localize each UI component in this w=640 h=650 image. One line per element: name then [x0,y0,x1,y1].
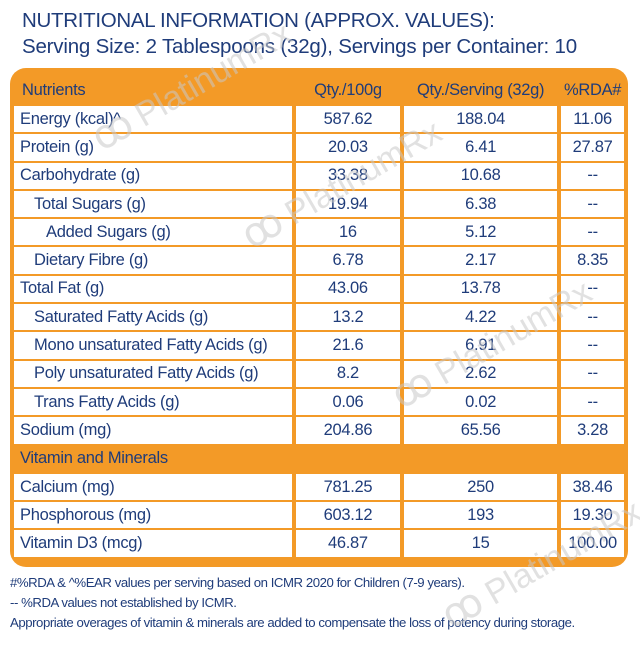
qty-per-100g: 46.87 [295,530,401,557]
rda-percent: -- [561,275,624,303]
nutrient-name: Energy (kcal)^ [14,106,292,133]
qty-per-100g: 19.94 [295,190,401,218]
footnote-rda: #%RDA & ^%EAR values per serving based o… [10,575,465,590]
rda-percent: 19.30 [561,502,624,529]
nutrition-table: Nutrients Qty./100g Qty./Serving (32g) %… [10,74,628,559]
section-empty-cell [404,445,558,472]
qty-per-serving: 250 [404,473,558,501]
nutrient-name: Sodium (mg) [14,417,292,444]
nutrient-name: Dietary Fibre (g) [14,247,292,274]
qty-per-serving: 0.02 [404,388,558,416]
qty-per-100g: 16 [295,219,401,246]
section-title: Vitamin and Minerals [14,445,292,472]
qty-per-serving: 2.62 [404,360,558,387]
table-header-row: Nutrients Qty./100g Qty./Serving (32g) %… [14,76,624,104]
section-empty-cell [561,445,624,472]
table-row: Vitamin D3 (mcg) 46.87 15 100.00 [14,530,624,557]
rda-percent: -- [561,304,624,331]
table-row: Added Sugars (g) 16 5.12 -- [14,219,624,246]
footnotes: #%RDA & ^%EAR values per serving based o… [10,573,635,633]
section-header-row: Vitamin and Minerals [14,445,624,472]
nutrient-name: Saturated Fatty Acids (g) [14,304,292,331]
header-qty-100g: Qty./100g [295,76,401,104]
table-row: Carbohydrate (g) 33.38 10.68 -- [14,162,624,189]
qty-per-serving: 5.12 [404,219,558,246]
heading-title: NUTRITIONAL INFORMATION (APPROX. VALUES)… [22,9,495,32]
qty-per-serving: 6.41 [404,134,558,161]
qty-per-100g: 8.2 [295,360,401,387]
qty-per-serving: 188.04 [404,106,558,133]
heading-serving-info: Serving Size: 2 Tablespoons (32g), Servi… [22,35,577,58]
table-row: Phosphorous (mg) 603.12 193 19.30 [14,502,624,529]
rda-percent: -- [561,219,624,246]
nutrient-name: Trans Fatty Acids (g) [14,388,292,416]
nutrient-name: Added Sugars (g) [14,219,292,246]
table-row: Trans Fatty Acids (g) 0.06 0.02 -- [14,388,624,416]
footnote-not-established: -- %RDA values not established by ICMR. [10,595,237,610]
table-row: Sodium (mg) 204.86 65.56 3.28 [14,417,624,444]
nutrient-name: Vitamin D3 (mcg) [14,530,292,557]
rda-percent: 100.00 [561,530,624,557]
header-nutrients: Nutrients [14,76,292,104]
table-row: Total Fat (g) 43.06 13.78 -- [14,275,624,303]
nutrient-name: Poly unsaturated Fatty Acids (g) [14,360,292,387]
header-rda: %RDA# [561,76,624,104]
qty-per-serving: 10.68 [404,162,558,189]
header-qty-serving: Qty./Serving (32g) [404,76,558,104]
qty-per-100g: 603.12 [295,502,401,529]
nutrition-table-frame: Nutrients Qty./100g Qty./Serving (32g) %… [10,68,628,567]
heading: NUTRITIONAL INFORMATION (APPROX. VALUES)… [22,8,634,60]
nutrient-name: Protein (g) [14,134,292,161]
rda-percent: 27.87 [561,134,624,161]
qty-per-serving: 4.22 [404,304,558,331]
qty-per-100g: 204.86 [295,417,401,444]
table-row: Total Sugars (g) 19.94 6.38 -- [14,190,624,218]
rda-percent: 38.46 [561,473,624,501]
rda-percent: 8.35 [561,247,624,274]
table-row: Poly unsaturated Fatty Acids (g) 8.2 2.62-… [14,360,624,387]
qty-per-serving: 2.17 [404,247,558,274]
section-empty-cell [295,445,401,472]
footnote-overages: Appropriate overages of vitamin & minera… [10,615,575,630]
qty-per-100g: 43.06 [295,275,401,303]
nutrient-name: Total Sugars (g) [14,190,292,218]
table-row: Mono unsaturated Fatty Acids (g) 21.6 6.91… [14,332,624,359]
nutrient-name: Mono unsaturated Fatty Acids (g) [14,332,292,359]
rda-percent: -- [561,388,624,416]
qty-per-100g: 20.03 [295,134,401,161]
qty-per-100g: 33.38 [295,162,401,189]
qty-per-100g: 6.78 [295,247,401,274]
table-row: Calcium (mg) 781.25 250 38.46 [14,473,624,501]
qty-per-serving: 15 [404,530,558,557]
qty-per-100g: 781.25 [295,473,401,501]
qty-per-100g: 13.2 [295,304,401,331]
rda-percent: -- [561,162,624,189]
qty-per-serving: 193 [404,502,558,529]
qty-per-100g: 0.06 [295,388,401,416]
rda-percent: -- [561,332,624,359]
table-row: Energy (kcal)^ 587.62 188.04 11.06 [14,106,624,133]
rda-percent: -- [561,360,624,387]
table-row: Dietary Fibre (g) 6.78 2.17 8.35 [14,247,624,274]
qty-per-serving: 65.56 [404,417,558,444]
qty-per-100g: 587.62 [295,106,401,133]
nutrient-name: Calcium (mg) [14,473,292,501]
table-row: Protein (g) 20.03 6.41 27.87 [14,134,624,161]
rda-percent: 11.06 [561,106,624,133]
qty-per-serving: 13.78 [404,275,558,303]
table-row: Saturated Fatty Acids (g) 13.2 4.22 -- [14,304,624,331]
nutrient-name: Carbohydrate (g) [14,162,292,189]
qty-per-serving: 6.91 [404,332,558,359]
qty-per-100g: 21.6 [295,332,401,359]
qty-per-serving: 6.38 [404,190,558,218]
nutrient-name: Phosphorous (mg) [14,502,292,529]
nutrient-name: Total Fat (g) [14,275,292,303]
rda-percent: 3.28 [561,417,624,444]
rda-percent: -- [561,190,624,218]
